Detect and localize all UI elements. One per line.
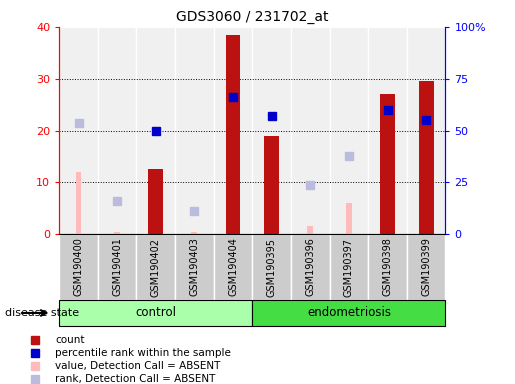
Text: percentile rank within the sample: percentile rank within the sample <box>56 348 231 358</box>
Bar <box>291 234 330 300</box>
Bar <box>252 27 291 234</box>
Text: GSM190402: GSM190402 <box>151 237 161 296</box>
Bar <box>148 169 163 234</box>
Bar <box>175 234 214 300</box>
FancyBboxPatch shape <box>252 300 445 326</box>
Text: GSM190401: GSM190401 <box>112 237 122 296</box>
Text: GSM190399: GSM190399 <box>421 237 431 296</box>
Bar <box>368 27 407 234</box>
Text: GSM190395: GSM190395 <box>267 237 277 296</box>
Text: count: count <box>56 335 85 345</box>
Text: control: control <box>135 306 176 319</box>
Text: GSM190403: GSM190403 <box>190 237 199 296</box>
Text: value, Detection Call = ABSENT: value, Detection Call = ABSENT <box>56 361 221 371</box>
Bar <box>252 234 291 300</box>
Text: GSM190396: GSM190396 <box>305 237 315 296</box>
Bar <box>59 27 98 234</box>
Text: endometriosis: endometriosis <box>307 306 391 319</box>
Bar <box>264 136 279 234</box>
Bar <box>330 27 368 234</box>
Text: GSM190397: GSM190397 <box>344 237 354 296</box>
Bar <box>98 27 136 234</box>
Bar <box>226 35 241 234</box>
Bar <box>175 27 214 234</box>
Bar <box>291 27 330 234</box>
Bar <box>76 172 81 234</box>
Bar <box>330 234 368 300</box>
Bar <box>136 234 175 300</box>
Text: disease state: disease state <box>5 308 79 318</box>
Text: GSM190400: GSM190400 <box>74 237 83 296</box>
Bar <box>368 234 407 300</box>
Bar <box>380 94 395 234</box>
FancyBboxPatch shape <box>59 300 252 326</box>
Text: rank, Detection Call = ABSENT: rank, Detection Call = ABSENT <box>56 374 216 384</box>
Title: GDS3060 / 231702_at: GDS3060 / 231702_at <box>176 10 329 25</box>
Bar <box>98 234 136 300</box>
Bar <box>307 227 313 234</box>
Bar <box>214 234 252 300</box>
Bar <box>59 234 98 300</box>
Bar <box>114 232 120 234</box>
Bar <box>192 232 197 234</box>
Bar <box>346 203 352 234</box>
Text: GSM190398: GSM190398 <box>383 237 392 296</box>
Bar <box>407 234 445 300</box>
Bar <box>136 27 175 234</box>
Bar <box>419 81 434 234</box>
Bar <box>214 27 252 234</box>
Bar <box>407 27 445 234</box>
Text: GSM190404: GSM190404 <box>228 237 238 296</box>
